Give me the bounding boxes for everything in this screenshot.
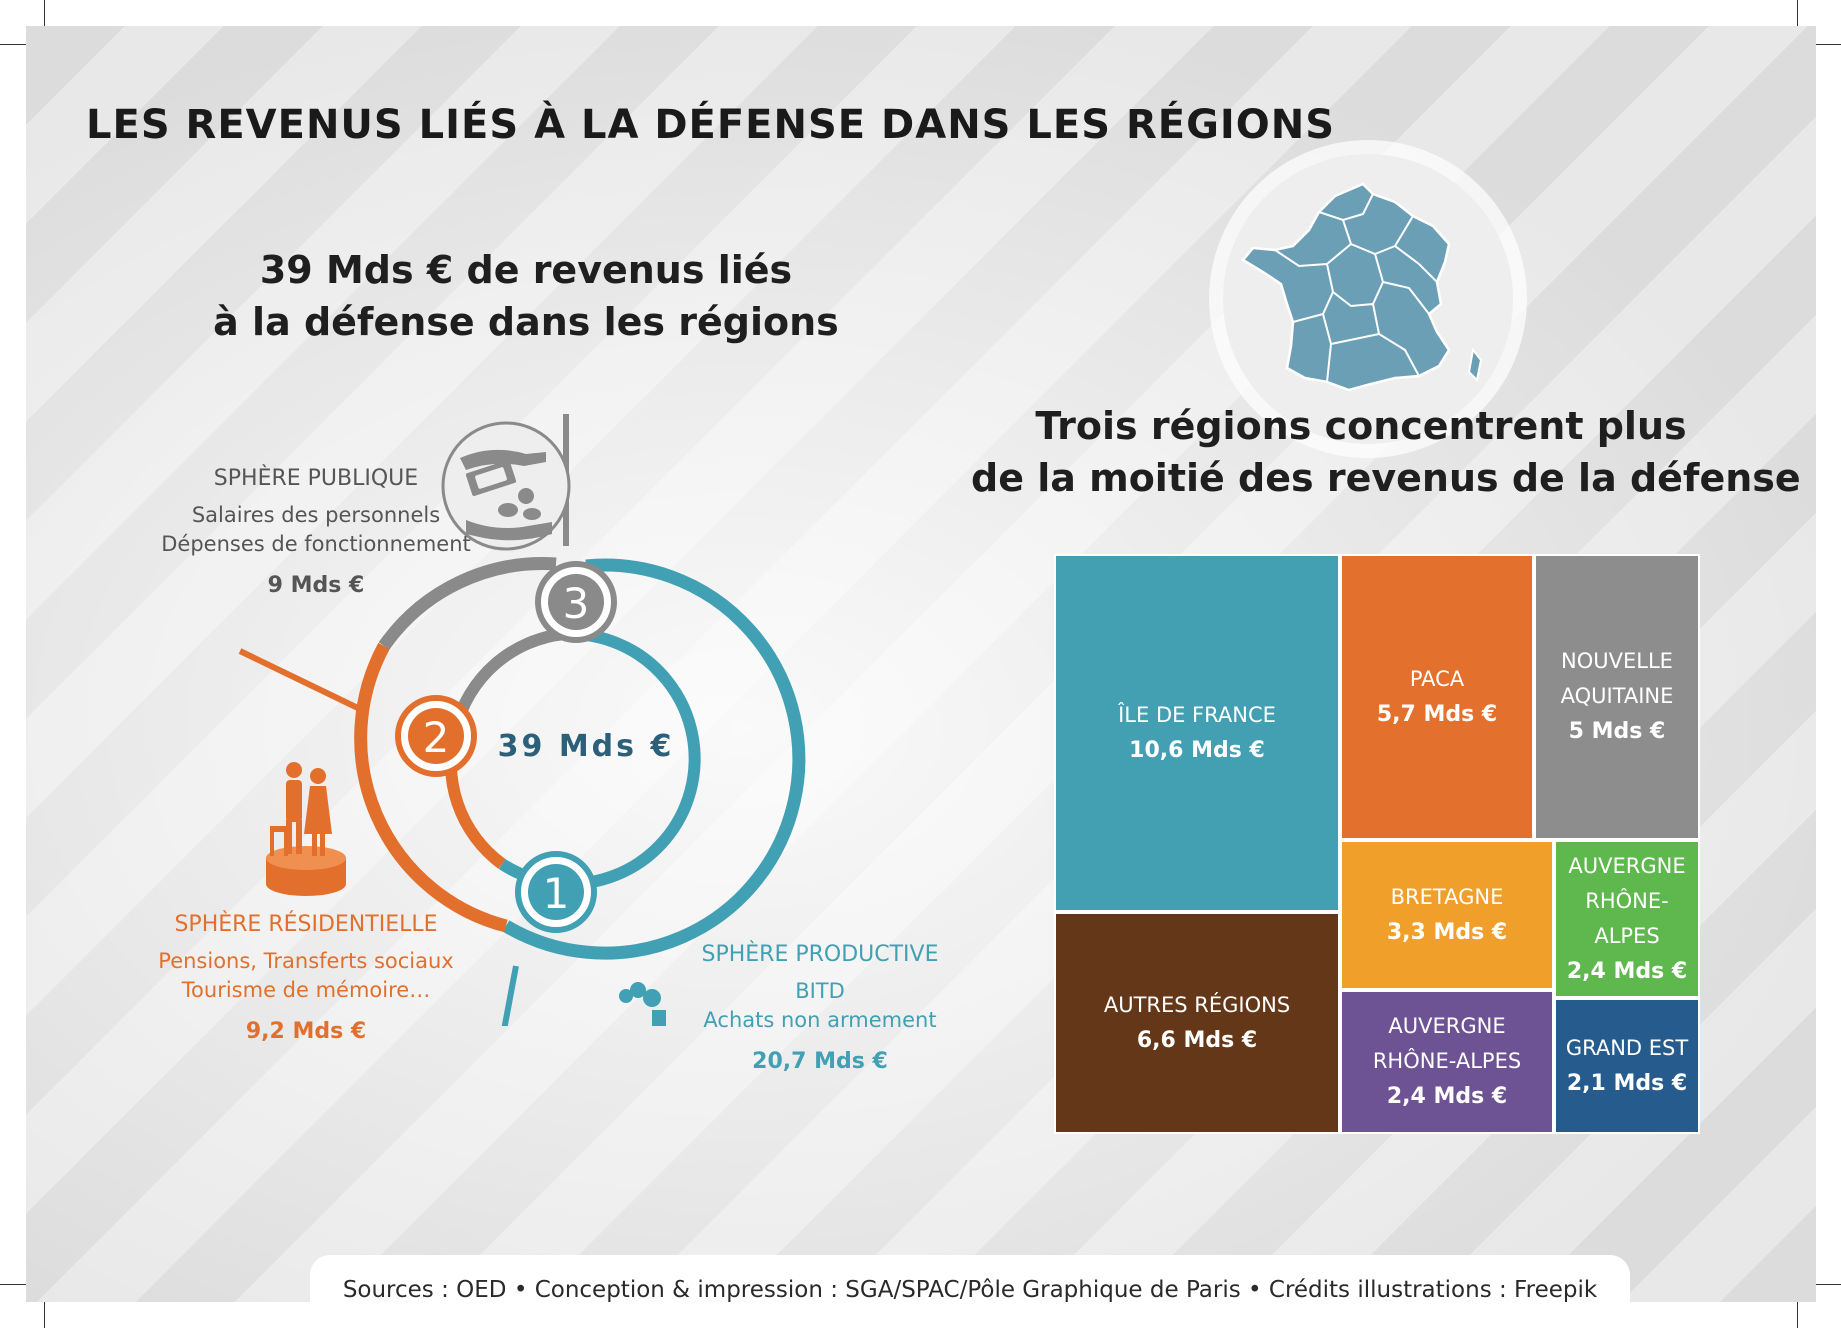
sphere-residentielle-detail: Pensions, Transferts sociaux <box>158 949 454 973</box>
left-headline-line: à la défense dans les régions <box>213 300 839 344</box>
sphere-publique: SPHÈRE PUBLIQUE Salaires des personnels … <box>151 466 481 598</box>
regions-treemap: ÎLE DE FRANCE 10,6 Mds € AUTRES RÉGIONS … <box>1054 554 1700 1134</box>
sphere-ring-chart: 3 2 1 39 Mds € <box>238 414 806 1026</box>
sphere-productive-detail: Achats non armement <box>703 1008 937 1032</box>
treemap-cell-name: AUVERGNE RHÔNE-ALPES <box>1568 853 1686 948</box>
ring-segment-residentielle <box>354 642 508 933</box>
treemap-cell-nouvelle-aquitaine: NOUVELLE AQUITAINE 5 Mds € <box>1534 554 1700 840</box>
treemap-cell-amount: 5 Mds € <box>1568 719 1666 744</box>
badge-1: 1 <box>515 851 597 933</box>
sphere-productive-amount: 20,7 Mds € <box>752 1049 888 1074</box>
treemap-cell-amount: 5,7 Mds € <box>1376 701 1498 727</box>
sphere-productive-heading: SPHÈRE PRODUCTIVE <box>701 942 939 967</box>
treemap-cell-amount: 10,6 Mds € <box>1129 737 1265 763</box>
residentielle-connector-line <box>238 648 364 713</box>
treemap-cell-paca: PACA 5,7 Mds € <box>1340 554 1534 840</box>
inner-ring-publique <box>450 628 565 730</box>
crop-mark <box>1797 0 1798 26</box>
svg-text:3: 3 <box>563 579 590 628</box>
infographic-panel: LES REVENUS LIÉS À LA DÉFENSE DANS LES R… <box>26 26 1816 1302</box>
total-label: 39 Mds € <box>498 729 675 764</box>
sphere-publique-amount: 9 Mds € <box>267 573 365 598</box>
left-headline-line: 39 Mds € de revenus liés <box>259 248 793 292</box>
svg-text:1: 1 <box>543 869 570 918</box>
left-headline: 39 Mds € de revenus liés à la défense da… <box>196 244 856 348</box>
treemap-cell-ile-de-france: ÎLE DE FRANCE 10,6 Mds € <box>1054 554 1340 912</box>
treemap-cell-name: ÎLE DE FRANCE <box>1118 702 1276 727</box>
right-headline-line: de la moitié des revenus de la défense <box>971 456 1801 500</box>
svg-text:2: 2 <box>423 713 450 762</box>
sphere-residentielle-detail: Tourisme de mémoire… <box>181 978 431 1002</box>
treemap-cell-grand-est: GRAND EST 2,1 Mds € <box>1554 998 1700 1134</box>
right-headline-line: Trois régions concentrent plus <box>1035 404 1687 448</box>
treemap-cell-amount: 6,6 Mds € <box>1136 1027 1258 1053</box>
crop-mark <box>44 1302 45 1328</box>
credits-footer: Sources : OED • Conception & impression … <box>310 1255 1630 1302</box>
crop-mark <box>0 1284 26 1285</box>
ring-segment-publique <box>378 557 557 650</box>
sphere-productive-detail: BITD <box>795 979 845 1003</box>
treemap-cell-autres-regions: AUTRES RÉGIONS 6,6 Mds € <box>1054 912 1340 1134</box>
treemap-cell-name: BRETAGNE <box>1390 884 1504 909</box>
france-map-badge <box>1223 154 1513 444</box>
treemap-cell-amount: 3,3 Mds € <box>1386 919 1508 945</box>
sphere-productive: SPHÈRE PRODUCTIVE BITD Achats non armeme… <box>690 942 950 1074</box>
treemap-cell-name: AUTRES RÉGIONS <box>1103 992 1291 1017</box>
crop-mark <box>1797 1302 1798 1328</box>
treemap-cell-bretagne: BRETAGNE 3,3 Mds € <box>1340 840 1554 990</box>
treemap-cell-amount: 2,4 Mds € <box>1566 958 1688 984</box>
productive-connector-line <box>501 965 519 1026</box>
hands-money-icon <box>441 421 571 551</box>
crop-mark <box>44 0 45 26</box>
badge-2: 2 <box>395 695 477 777</box>
elderly-couple-icon <box>266 762 346 896</box>
treemap-cell-amount: 2,4 Mds € <box>1386 1084 1508 1109</box>
treemap-cell-name: AUVERGNE RHÔNE-ALPES <box>1372 1014 1522 1073</box>
sphere-publique-heading: SPHÈRE PUBLIQUE <box>213 466 419 491</box>
credits-text: Sources : OED • Conception & impression … <box>342 1277 1598 1302</box>
sphere-publique-detail: Salaires des personnels <box>191 503 441 527</box>
treemap-cell-auvergne-rhone-alpes-green: AUVERGNE RHÔNE-ALPES 2,4 Mds € <box>1554 840 1700 998</box>
main-title: LES REVENUS LIÉS À LA DÉFENSE DANS LES R… <box>86 102 1336 148</box>
treemap-cell-name: GRAND EST <box>1565 1035 1689 1060</box>
france-map-icon <box>1241 182 1483 392</box>
sphere-publique-detail: Dépenses de fonctionnement <box>161 532 471 556</box>
crop-mark <box>1815 1284 1841 1285</box>
crop-mark <box>0 44 26 45</box>
ring-segment-productive <box>502 558 806 960</box>
sphere-residentielle-amount: 9,2 Mds € <box>245 1019 367 1044</box>
treemap-cell-amount: 2,1 Mds € <box>1566 1070 1688 1096</box>
right-headline: Trois régions concentrent plus de la moi… <box>971 400 1801 504</box>
sphere-residentielle-heading: SPHÈRE RÉSIDENTIELLE <box>174 912 438 937</box>
treemap-cell-name: NOUVELLE AQUITAINE <box>1560 649 1674 708</box>
treemap-cell-name: PACA <box>1409 666 1465 691</box>
factory-icon <box>619 982 666 1026</box>
treemap-cell-auvergne-rhone-alpes-purple: AUVERGNE RHÔNE-ALPES 2,4 Mds € <box>1340 990 1554 1134</box>
sphere-residentielle: SPHÈRE RÉSIDENTIELLE Pensions, Transfert… <box>146 912 466 1044</box>
crop-mark <box>1815 44 1841 45</box>
badge-3: 3 <box>535 561 617 643</box>
